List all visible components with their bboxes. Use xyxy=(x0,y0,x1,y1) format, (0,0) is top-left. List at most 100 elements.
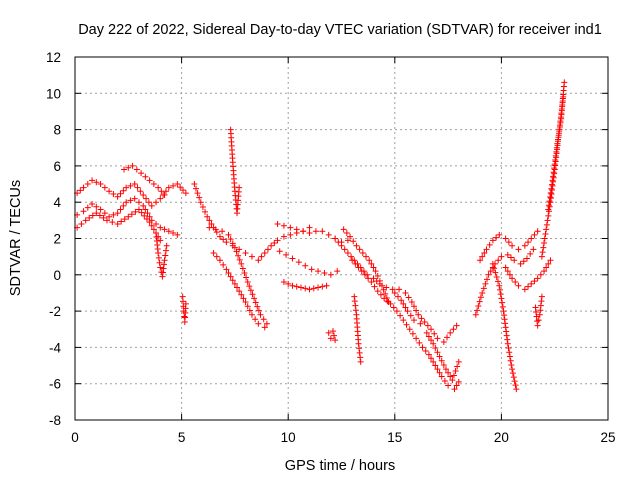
data-point xyxy=(261,250,268,257)
data-point xyxy=(561,79,568,86)
data-point xyxy=(548,181,555,188)
data-point xyxy=(261,324,268,331)
chart-title: Day 222 of 2022, Sidereal Day-to-day VTE… xyxy=(78,22,602,38)
data-point xyxy=(155,184,162,191)
data-point xyxy=(251,295,258,302)
series-sat-y xyxy=(532,293,545,329)
data-point xyxy=(445,369,452,376)
data-point xyxy=(161,226,168,233)
data-point xyxy=(495,257,502,264)
data-point xyxy=(542,230,549,237)
data-point xyxy=(308,266,315,273)
data-point xyxy=(382,290,389,297)
data-point xyxy=(249,291,256,298)
data-point xyxy=(213,229,220,236)
data-point xyxy=(120,202,127,209)
data-point xyxy=(235,252,242,259)
data-point xyxy=(549,177,556,184)
data-point xyxy=(533,309,540,316)
data-point xyxy=(545,260,552,267)
data-point xyxy=(199,204,206,211)
data-point xyxy=(547,257,554,264)
data-point xyxy=(553,144,560,151)
data-point xyxy=(140,191,147,198)
data-point xyxy=(100,214,107,221)
data-point xyxy=(492,269,499,276)
data-point xyxy=(157,195,164,202)
data-point xyxy=(400,317,407,324)
data-point xyxy=(106,188,113,195)
data-point xyxy=(89,212,96,219)
data-point xyxy=(502,264,509,271)
series-sat-l xyxy=(276,248,341,278)
data-point xyxy=(123,199,130,206)
series-sat-h xyxy=(206,224,270,327)
series-sat-a xyxy=(74,177,189,209)
data-point xyxy=(137,188,144,195)
data-point xyxy=(513,386,520,393)
y-tick-label: 10 xyxy=(46,86,61,101)
data-point xyxy=(334,268,341,275)
data-point xyxy=(131,195,138,202)
data-point xyxy=(416,339,423,346)
data-point xyxy=(93,179,100,186)
data-point xyxy=(321,269,328,276)
data-point xyxy=(287,231,294,238)
x-tick-label: 25 xyxy=(600,430,615,445)
data-point xyxy=(255,320,262,327)
data-point xyxy=(223,239,230,246)
data-point xyxy=(447,329,454,336)
data-point xyxy=(356,345,363,352)
data-point xyxy=(372,268,379,275)
data-point xyxy=(533,313,540,320)
data-point xyxy=(302,262,309,269)
data-point xyxy=(131,181,138,188)
data-point xyxy=(541,268,548,275)
data-point xyxy=(525,239,532,246)
data-point xyxy=(544,217,551,224)
data-point xyxy=(423,329,430,336)
data-point xyxy=(489,237,496,244)
data-point xyxy=(156,259,163,266)
data-point xyxy=(287,224,294,231)
data-point xyxy=(135,206,142,213)
data-point xyxy=(548,191,555,198)
data-point xyxy=(260,316,267,323)
data-point xyxy=(521,242,528,249)
data-point xyxy=(84,181,91,188)
data-point xyxy=(344,250,351,257)
data-point xyxy=(177,184,184,191)
data-point xyxy=(140,202,147,209)
data-point xyxy=(110,211,117,218)
data-point xyxy=(315,284,322,291)
data-point xyxy=(440,338,447,345)
data-point xyxy=(368,260,375,267)
series-sat-u xyxy=(472,246,537,318)
data-point xyxy=(96,212,103,219)
data-point xyxy=(555,132,562,139)
x-tick-label: 0 xyxy=(71,430,79,445)
data-point xyxy=(398,297,405,304)
data-point xyxy=(135,199,142,206)
data-point xyxy=(368,279,375,286)
data-point xyxy=(128,211,135,218)
data-point xyxy=(523,255,530,262)
data-point xyxy=(134,184,141,191)
data-point xyxy=(482,280,489,287)
tick-labels: 0 5 10 15 20 25 -8 -6 -4 -2 0 2 4 6 8 10 12 xyxy=(46,50,616,445)
data-point xyxy=(356,349,363,356)
data-point xyxy=(512,382,519,389)
data-point xyxy=(165,184,172,191)
data-point xyxy=(486,241,493,248)
series-sat-i xyxy=(210,250,268,331)
data-point xyxy=(319,283,326,290)
data-point xyxy=(227,273,234,280)
data-point xyxy=(384,298,391,305)
data-point xyxy=(133,166,140,173)
data-point xyxy=(383,294,390,301)
data-point xyxy=(479,289,486,296)
data-point xyxy=(159,269,166,276)
data-point xyxy=(507,357,514,364)
data-point xyxy=(238,260,245,267)
data-point xyxy=(430,358,437,365)
